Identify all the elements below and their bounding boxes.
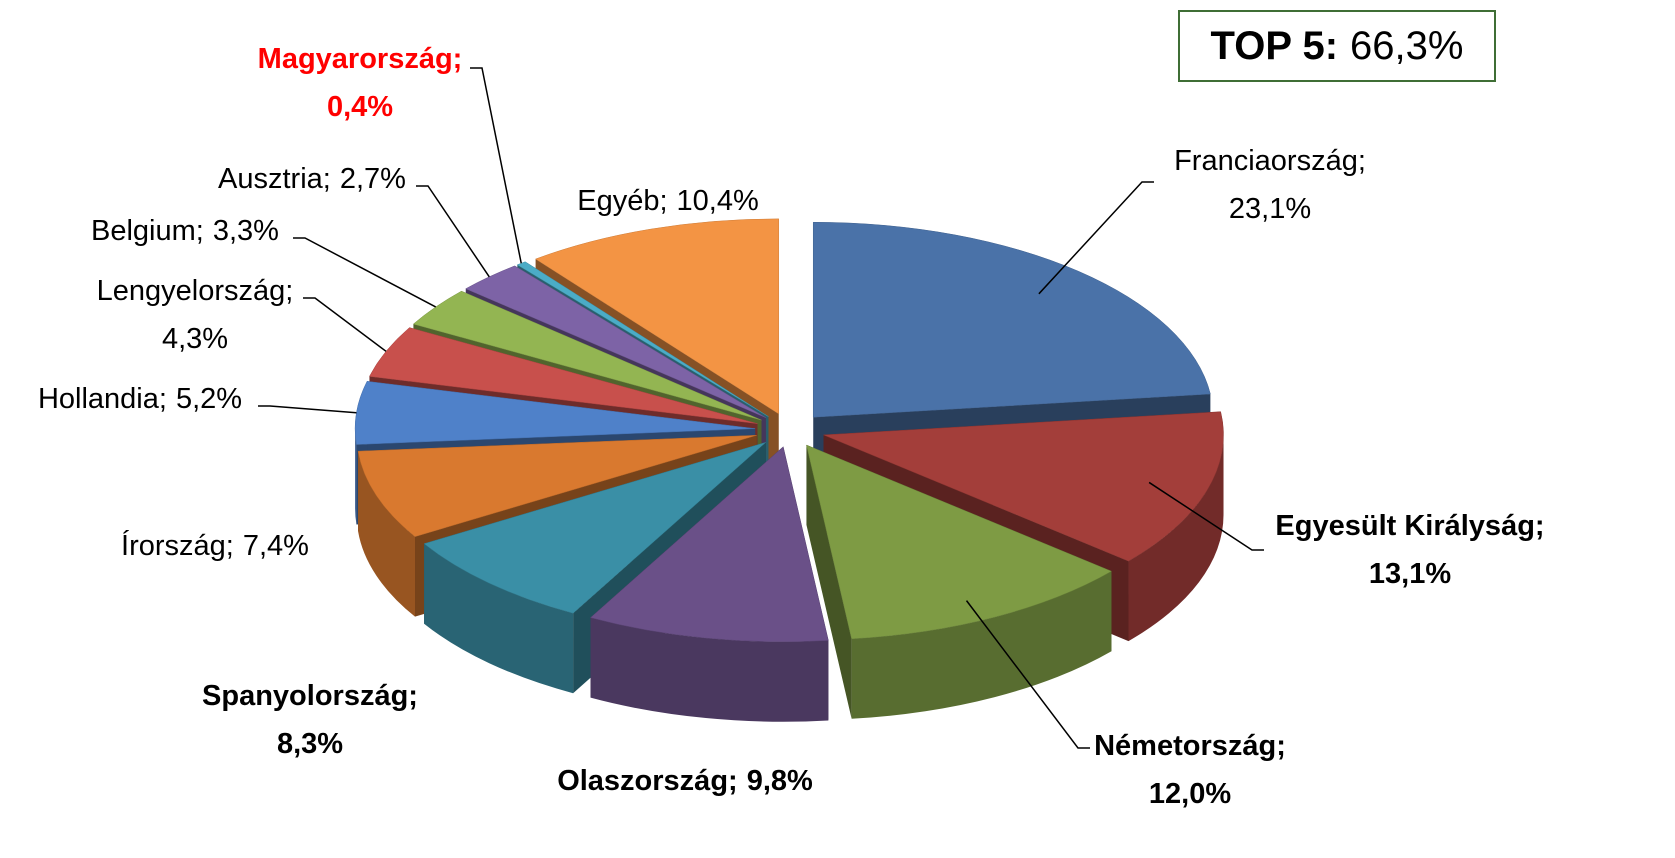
label-separator: ; [226,530,234,562]
label-category: Németország [1094,730,1276,762]
slice-top [590,446,829,642]
leader-line [293,237,437,308]
data-label: Egyéb; 10,4% [577,185,759,217]
label-value: 3,3% [213,215,279,247]
label-value: 7,4% [243,530,309,562]
slice-wall [851,571,1112,719]
leader-line [303,297,387,352]
label-value: 12,0% [1149,778,1231,810]
data-label: Belgium; 3,3% [91,215,279,247]
label-separator: ; [659,185,667,217]
label-separator: ; [196,215,204,247]
label-category: Egyéb [577,185,659,217]
slice-top [465,265,766,418]
slice-top [516,261,769,417]
label-category: Belgium [91,215,196,247]
data-label: Spanyolország; 8,3% [202,680,418,760]
data-label: Hollandia; 5,2% [38,383,242,415]
pie [354,218,1224,722]
slice-top [357,435,757,537]
label-category: Hollandia [38,383,160,415]
slice-wall [424,543,574,694]
slice-top [812,221,1211,418]
label-separator: ; [1535,510,1545,542]
label-separator: ; [1358,145,1366,177]
label-value: 8,3% [277,728,343,760]
slice-top [369,327,758,424]
leader-line [1038,181,1154,295]
slice [806,444,1113,719]
slice-top [412,290,762,421]
label-value: 23,1% [1229,193,1311,225]
slice [590,446,829,722]
label-separator: ; [285,275,293,307]
label-value: 0,4% [327,91,393,123]
slice-side [806,445,852,719]
label-value: 5,2% [176,383,242,415]
data-label: Írország; 7,4% [121,529,309,562]
data-label: Egyesült Királyság; 13,1% [1275,510,1544,590]
slice-top [823,411,1224,562]
label-separator: ; [323,163,331,195]
label-separator: ; [453,43,463,75]
label-separator: ; [159,383,167,415]
label-category: Magyarország [258,43,453,75]
label-value: 4,3% [162,323,228,355]
label-category: Ausztria [218,163,324,195]
leader-line [470,67,522,264]
data-label: Magyarország; 0,4% [258,43,463,123]
slice-top [423,442,766,614]
data-label: Franciaország; 23,1% [1174,145,1366,225]
label-value: 10,4% [677,185,759,217]
label-category: Olaszország [557,765,728,797]
leader-line [965,600,1090,749]
label-category: Egyesült Királyság [1275,510,1535,542]
leader-line [258,405,357,414]
leader-line [1148,481,1264,551]
slice-top [806,444,1113,640]
data-label: Németország; 12,0% [1094,730,1286,810]
slice-wall [355,428,357,525]
label-separator: ; [408,680,418,712]
label-category: Lengyelország [97,275,286,307]
label-value: 9,8% [747,765,813,797]
label-category: Írország [121,529,226,562]
label-category: Franciaország [1174,145,1358,177]
label-value: 2,7% [340,163,406,195]
leader-line [416,185,490,278]
data-label: Ausztria; 2,7% [218,163,406,195]
label-value: 13,1% [1369,558,1451,590]
top5-value: 66,3% [1350,23,1464,68]
data-label: Olaszország; 9,8% [557,765,813,797]
slice-wall [590,617,829,722]
data-label: Lengyelország; 4,3% [97,275,294,355]
slice-wall [1128,434,1224,642]
label-category: Spanyolország [202,680,408,712]
top5-label: TOP 5: [1210,23,1339,68]
top5-box: TOP 5: 66,3% [1178,10,1496,82]
slice-wall [358,451,416,617]
label-separator: ; [728,765,738,797]
label-separator: ; [1276,730,1286,762]
slice-top [535,218,780,415]
